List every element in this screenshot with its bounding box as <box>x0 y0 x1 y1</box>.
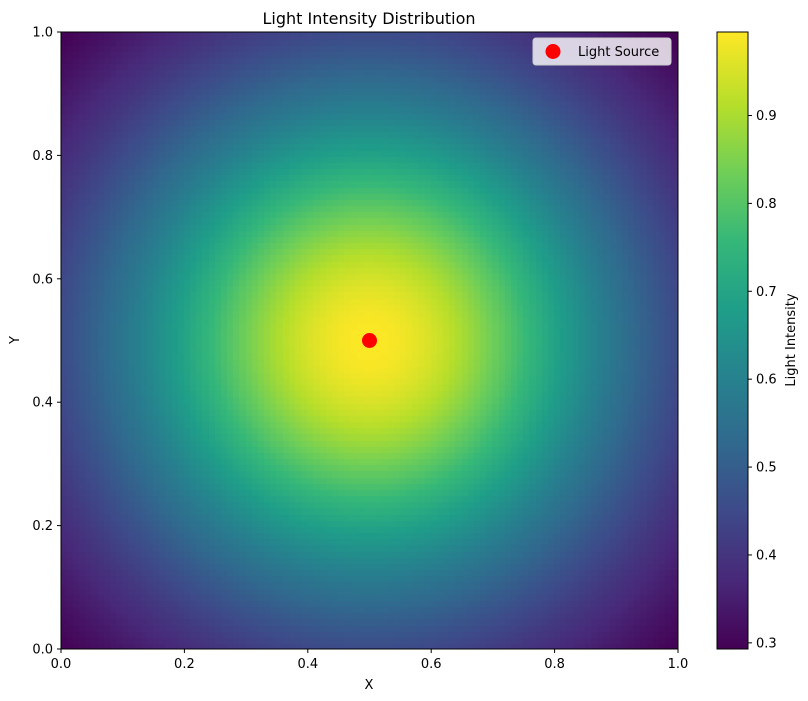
colorbar-tick-label: 0.3 <box>756 636 777 651</box>
y-tick-label: 1.0 <box>32 26 53 41</box>
x-tick-label: 0.0 <box>51 657 72 672</box>
y-axis-label: Y <box>8 336 23 345</box>
legend-label-light-source: Light Source <box>578 45 659 60</box>
x-tick-label: 1.0 <box>668 657 689 672</box>
y-tick-label: 0.6 <box>32 272 53 287</box>
y-tick-label: 0.0 <box>32 643 53 658</box>
legend: Light Source <box>532 37 672 66</box>
scatter-layer <box>362 333 377 348</box>
colorbar-tick-label: 0.7 <box>756 285 777 300</box>
x-tick-label: 0.6 <box>421 657 442 672</box>
chart-title: Light Intensity Distribution <box>262 9 475 28</box>
x-tick-label: 0.2 <box>174 657 195 672</box>
colorbar-ticks: 0.3 0.4 0.5 0.6 0.7 0.8 0.9 <box>748 109 777 651</box>
colorbar-gradient <box>716 31 749 650</box>
plot-frame <box>60 31 679 650</box>
y-tick-label: 0.4 <box>32 396 53 411</box>
y-tick-label: 0.2 <box>32 519 53 534</box>
x-axis: 0.0 0.2 0.4 0.6 0.8 1.0 <box>51 649 689 672</box>
colorbar-tick-label: 0.8 <box>756 197 777 212</box>
x-tick-label: 0.4 <box>297 657 318 672</box>
colorbar: 0.3 0.4 0.5 0.6 0.7 0.8 0.9 Light Intensity <box>716 31 799 651</box>
colorbar-tick-label: 0.4 <box>756 548 777 563</box>
y-axis: 0.0 0.2 0.4 0.6 0.8 1.0 <box>32 26 61 658</box>
light-source-point <box>362 333 377 348</box>
colorbar-label: Light Intensity <box>784 293 799 386</box>
x-axis-label: X <box>365 678 374 693</box>
y-tick-label: 0.8 <box>32 149 53 164</box>
colorbar-tick-label: 0.5 <box>756 461 777 476</box>
x-tick-label: 0.8 <box>544 657 565 672</box>
legend-box <box>532 37 672 66</box>
colorbar-tick-label: 0.9 <box>756 109 777 124</box>
colorbar-tick-label: 0.6 <box>756 373 777 388</box>
legend-marker-light-source <box>545 44 561 59</box>
